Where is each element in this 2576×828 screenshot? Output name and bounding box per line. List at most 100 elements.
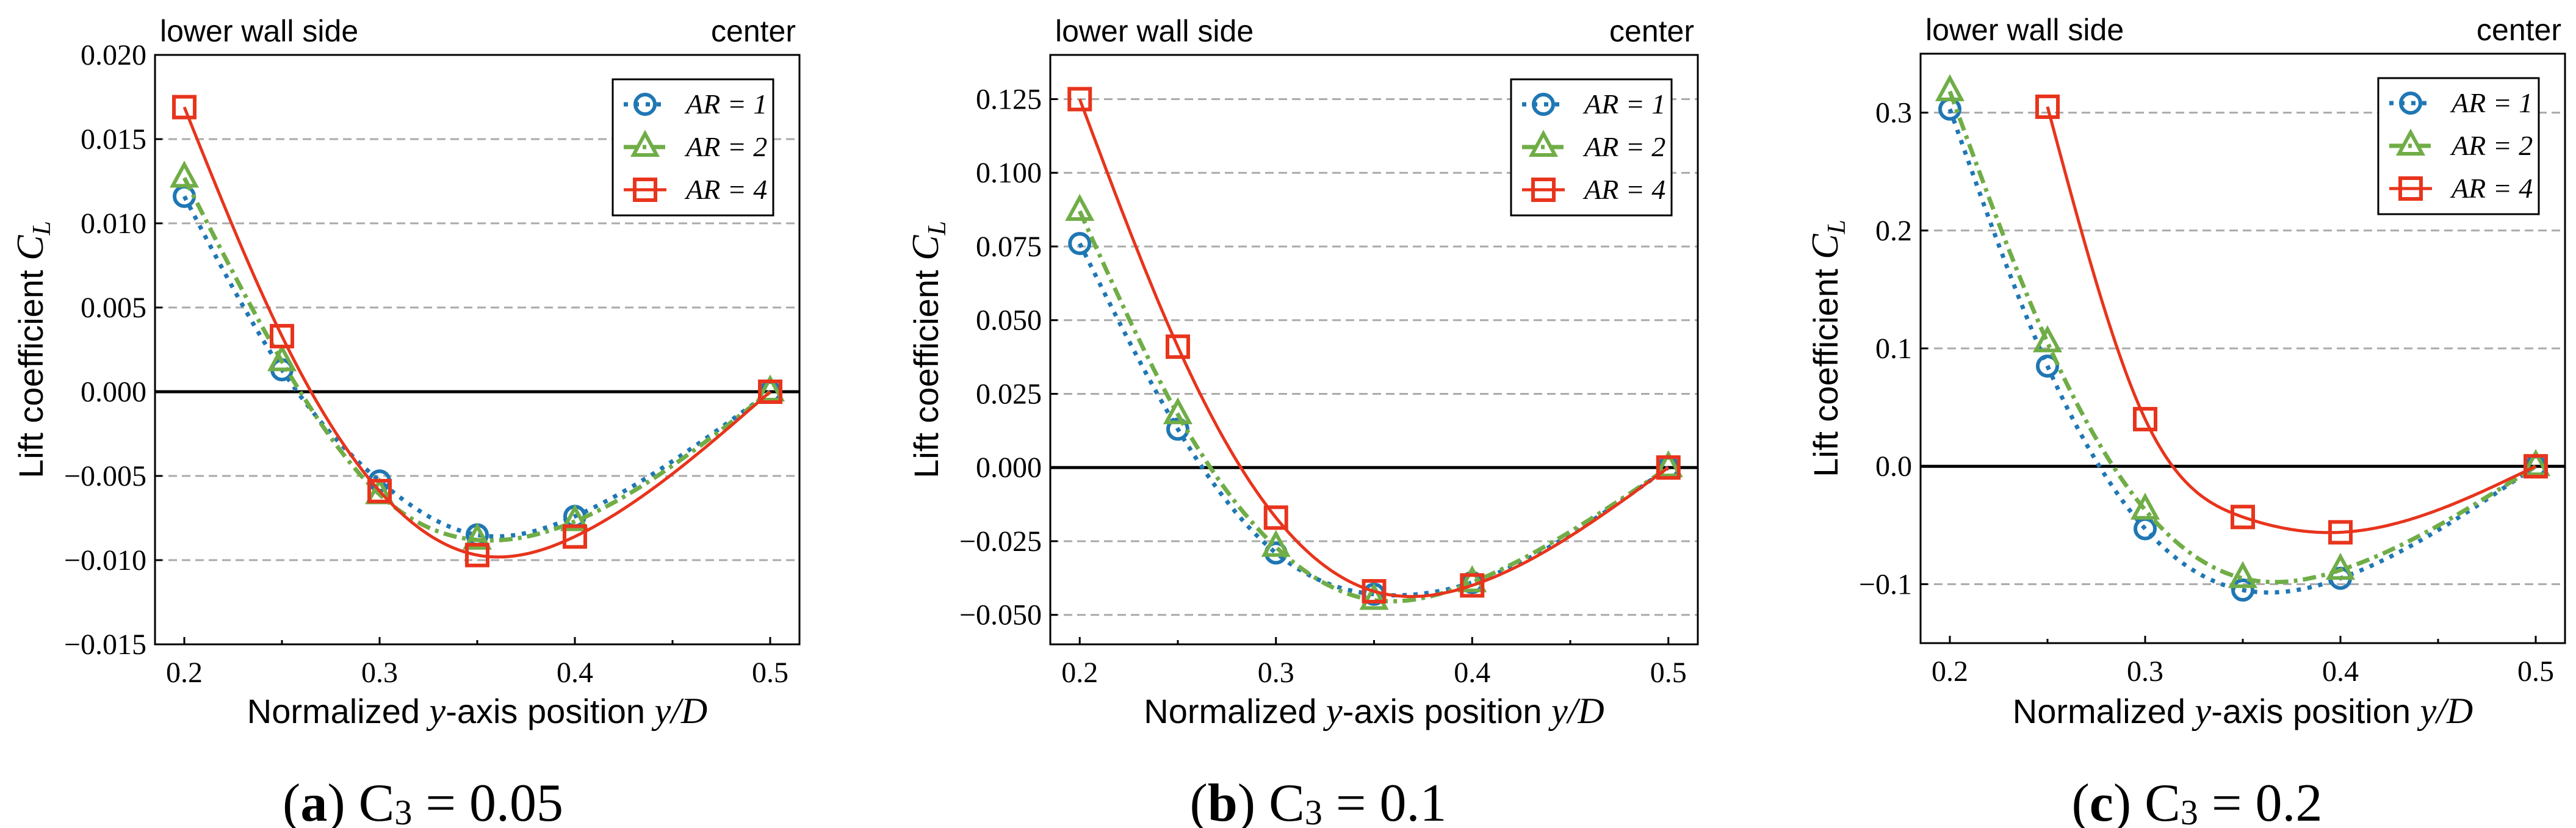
- data-point-square: [367, 478, 392, 503]
- caption-value: = 0.1: [1322, 774, 1447, 828]
- y-tick-label: 0.005: [81, 292, 146, 324]
- data-point-circle: [2036, 354, 2059, 378]
- data-point-square: [465, 542, 489, 567]
- series-line: [1078, 98, 1670, 599]
- y-tick-label: 0.125: [976, 83, 1042, 115]
- y-axis-label: Lift coefficient CL: [1805, 220, 1851, 477]
- x-tick-label: 0.2: [166, 657, 203, 689]
- data-point-square: [758, 380, 782, 404]
- y-axis-label-subscript: L: [28, 221, 56, 236]
- legend-label: AR = 4: [1582, 174, 1665, 205]
- x-axis-label-part: Normalized: [247, 692, 430, 730]
- y-tick-label: 0.2: [1875, 215, 1912, 247]
- data-point-square: [563, 524, 587, 549]
- y-tick-label: −0.050: [959, 599, 1042, 632]
- y-tick-label: 0.025: [976, 378, 1042, 410]
- x-tick-label: 0.3: [2127, 655, 2163, 688]
- y-axis-label: Lift coefficient CL: [905, 221, 951, 478]
- legend-marker-circle: [2399, 92, 2422, 115]
- data-point-square: [2524, 454, 2548, 479]
- caption-paren: (: [2071, 774, 2089, 828]
- data-point-triangle: [2520, 448, 2551, 477]
- y-tick-label: 0.015: [81, 123, 146, 156]
- legend-marker-circle: [633, 93, 657, 116]
- plot-frame: [1049, 54, 1699, 646]
- y-axis-label: Lift coefficient CL: [10, 221, 56, 478]
- data-point-triangle: [560, 504, 590, 531]
- legend-marker-square: [2398, 176, 2423, 201]
- x-axis-label-part: Normalized: [1144, 692, 1326, 730]
- x-tick-label: 0.2: [1932, 655, 1968, 688]
- y-tick-label: 0.100: [976, 157, 1042, 189]
- caption-param: C: [1269, 774, 1305, 828]
- y-axis-label-subscript: L: [923, 221, 951, 236]
- x-tick-label: 0.5: [2517, 655, 2554, 688]
- data-point-triangle: [1457, 565, 1487, 592]
- legend-marker-triangle: [1528, 129, 1559, 157]
- plot-frame: [1919, 52, 2566, 644]
- y-tick-label: 0.075: [976, 231, 1042, 263]
- x-tick-label: 0.5: [752, 657, 788, 689]
- legend-label: AR = 4: [2450, 173, 2533, 204]
- chart-panel-c: −0.1 0.0 0.1 0.2 0.3 0.2 0.3 0.4 0.5 AR = 1 AR = 2…: [1805, 13, 2566, 828]
- y-axis-label-symbol: C: [905, 235, 947, 261]
- panel-caption: (c) C3 = 0.2: [2071, 774, 2322, 828]
- caption-label: b: [1208, 774, 1238, 828]
- y-tick-label: −0.010: [64, 544, 146, 577]
- x-tick-label: 0.4: [1454, 657, 1490, 689]
- panel-caption: (a) C3 = 0.05: [283, 774, 563, 828]
- data-point-triangle: [1653, 450, 1683, 478]
- x-axis-label-part: -axis position: [446, 692, 654, 730]
- data-point-square: [2328, 520, 2353, 545]
- legend-label: AR = 1: [2450, 87, 2533, 118]
- x-axis-label-part: y/D: [2417, 691, 2473, 731]
- x-axis-label-part: -axis position: [1343, 692, 1551, 730]
- series-triangle: [1935, 74, 2551, 588]
- y-axis-label-text: Lift coefficient: [12, 261, 50, 478]
- data-point-circle: [2231, 578, 2254, 602]
- y-tick-label: 0.3: [1875, 97, 1912, 129]
- y-tick-label: 0.050: [976, 304, 1042, 337]
- y-tick-label: 0.1: [1875, 333, 1912, 365]
- series-square: [172, 95, 782, 567]
- annotation-center: center: [1609, 14, 1694, 48]
- legend-marker-circle: [1532, 93, 1555, 116]
- legend: AR = 1 AR = 2 AR = 4: [1510, 78, 1673, 217]
- series-line: [1947, 108, 2537, 595]
- data-point-square: [1656, 455, 1681, 480]
- data-point-square: [172, 95, 197, 120]
- legend-label: AR = 4: [684, 174, 767, 205]
- annotation-center: center: [2477, 13, 2561, 47]
- legend-marker-triangle: [2395, 128, 2426, 156]
- annotation-center: center: [711, 14, 796, 48]
- x-axis-label-part: Normalized: [2013, 692, 2195, 730]
- x-axis-label-part: y: [426, 691, 446, 731]
- data-point-square: [1165, 334, 1190, 359]
- y-axis-label-text: Lift coefficient: [1806, 259, 1845, 477]
- data-point-triangle: [1359, 583, 1389, 610]
- caption-subscript: 3: [394, 793, 412, 828]
- y-tick-label: 0.0: [1875, 450, 1912, 483]
- caption-param: C: [2145, 774, 2181, 828]
- data-point-triangle: [2228, 561, 2258, 588]
- caption-paren: ): [327, 774, 358, 828]
- data-point-triangle: [1065, 193, 1095, 221]
- x-tick-label: 0.5: [1650, 657, 1687, 689]
- data-point-triangle: [267, 344, 297, 372]
- caption-label: a: [300, 774, 327, 828]
- x-axis-label-part: y/D: [1548, 691, 1604, 731]
- data-point-triangle: [2325, 552, 2356, 580]
- annotation-lower-wall-side: lower wall side: [160, 14, 358, 48]
- data-point-triangle: [462, 522, 492, 550]
- legend-label: AR = 2: [2450, 130, 2533, 161]
- legend-marker-square: [633, 178, 657, 202]
- data-point-square: [1460, 573, 1485, 598]
- y-axis-label-symbol: C: [1805, 234, 1846, 259]
- y-tick-label: −0.025: [959, 525, 1042, 558]
- series-line: [182, 176, 772, 543]
- x-axis-label: Normalized y-axis position y/D: [1144, 691, 1604, 731]
- plot-frame: [154, 54, 801, 646]
- annotation-lower-wall-side: lower wall side: [1925, 13, 2124, 47]
- x-axis-label-part: y/D: [651, 691, 708, 731]
- y-tick-label: 0.000: [81, 376, 146, 408]
